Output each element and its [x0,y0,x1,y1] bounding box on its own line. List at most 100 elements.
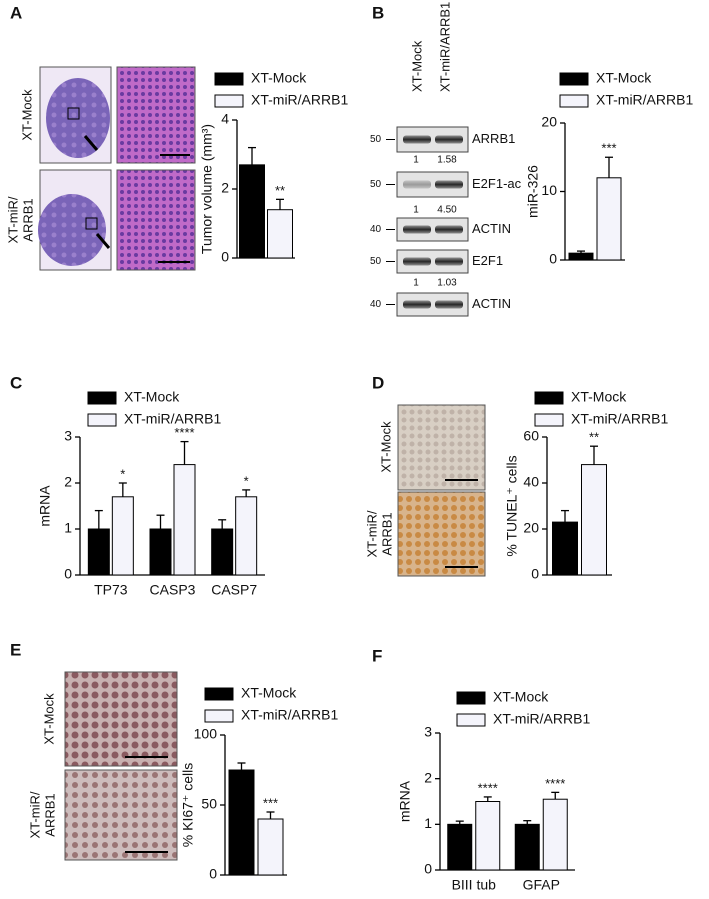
legend-label: XT-miR/ARRB1 [124,411,221,427]
marker-label: 50 [370,256,382,267]
y-tick-label: 100 [194,726,218,742]
legend-label: XT-Mock [493,689,549,705]
panel-letter: B [372,3,384,22]
quantification: 1.58 [437,155,457,166]
significance: * [244,473,249,488]
significance: * [120,466,125,481]
legend-swatch [456,713,486,727]
protein-label: E2F1 [472,253,503,268]
lane-label: XT-Mock [409,40,424,92]
y-tick-label: 1 [424,815,432,831]
marker-label: 50 [370,134,382,145]
row-label: ARRB1 [42,793,57,836]
protein-label: ARRB1 [472,131,515,146]
y-tick-label: 10 [541,182,557,198]
legend-label: XT-Mock [124,389,180,405]
blot-band [403,135,431,144]
bar [211,528,234,576]
legend-label: XT-miR/ARRB1 [493,711,590,727]
quantification: 1 [413,205,419,216]
legend-label: XT-miR/ARRB1 [251,92,348,108]
panel-letter: D [372,373,384,392]
legend-label: XT-Mock [571,389,627,405]
bar [87,528,110,576]
blot-strip [396,217,469,242]
x-tick-label: TP73 [94,582,128,598]
legend-label: XT-miR/ARRB1 [596,92,693,108]
y-axis-label: miR-326 [525,165,541,218]
marker-label: 40 [370,224,382,235]
quantification: 1 [413,278,419,289]
blot-band [435,300,463,309]
y-tick-label: 20 [523,520,539,536]
bar [267,209,293,259]
row-label: XT-miR/ [364,510,379,557]
blot-strip [396,292,469,317]
protein-label: ACTIN [472,296,511,311]
micrograph [64,671,178,767]
bar [542,798,568,871]
significance: **** [478,780,498,795]
y-tick-label: 40 [523,474,539,490]
bar [475,801,501,871]
quantification: 4.50 [437,205,457,216]
y-tick-label: 0 [209,866,217,882]
bar [235,496,258,576]
y-tick-label: 0 [549,251,557,267]
bar [581,464,607,576]
blot-band [435,180,463,189]
significance: *** [263,795,278,810]
legend-label: XT-miR/ARRB1 [241,707,338,723]
y-axis-label: mRNA [397,780,413,822]
x-tick-label: GFAP [523,877,560,893]
legend-swatch [204,687,234,701]
legend-swatch [456,691,486,705]
protein-label: E2F1-ac [472,176,522,191]
y-tick-label: 2 [424,769,432,785]
row-label: ARRB1 [20,198,35,241]
legend-swatch [87,413,117,427]
significance: ** [589,430,599,445]
y-tick-label: 0 [424,861,432,877]
row-label: XT-miR/ [5,196,20,243]
row-label: ARRB1 [379,512,394,555]
row-label: XT-miR/ [27,791,42,838]
micrograph [116,66,196,164]
significance: ** [275,183,285,198]
marker-label: 50 [370,179,382,190]
bar [447,823,473,871]
blot-band [435,135,463,144]
significance: **** [174,425,194,440]
bar [239,164,265,259]
significance: *** [601,141,616,156]
y-tick-label: 50 [201,796,217,812]
micrograph [397,491,486,577]
bar [228,769,255,876]
bar [173,464,196,576]
bar [552,521,578,576]
bar [149,528,172,576]
bar [568,252,594,261]
bar [111,496,134,576]
y-axis-label: % TUNEL⁺ cells [504,455,520,556]
legend-label: XT-Mock [596,70,652,86]
blot-band [435,257,463,266]
blot-band [435,225,463,234]
legend-label: XT-Mock [251,70,307,86]
bar [596,177,622,261]
panel-letter: F [372,646,382,665]
y-tick-label: 60 [523,428,539,444]
legend-swatch [534,413,564,427]
row-label: XT-Mock [378,421,393,473]
quantification: 1 [413,155,419,166]
legend-swatch [559,94,589,108]
bar [514,823,540,871]
legend-label: XT-miR/ARRB1 [571,411,668,427]
y-axis-label: % KI67⁺ cells [180,763,196,847]
y-tick-label: 0 [221,249,229,265]
blot-band [403,257,431,266]
y-tick-label: 2 [221,180,229,196]
blot-strip [396,249,469,274]
y-tick-label: 2 [64,474,72,490]
